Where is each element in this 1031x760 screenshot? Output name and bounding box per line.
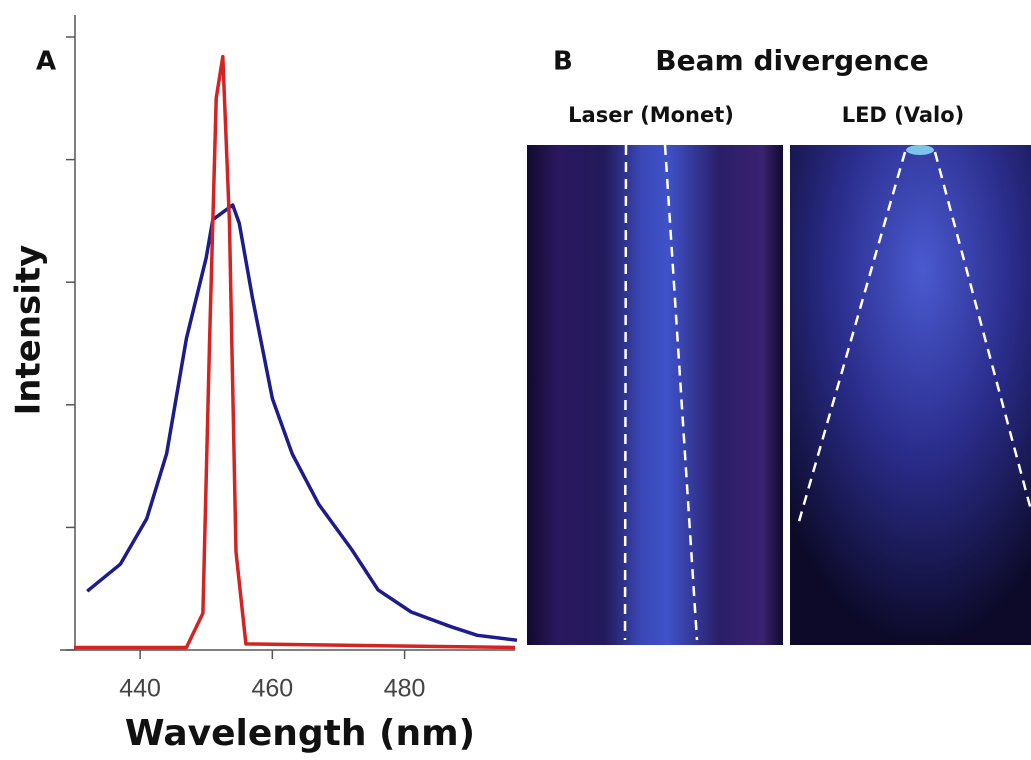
figure: A Intensity Wavelength (nm) 440460480 B … [0, 0, 1031, 760]
x-tick-label: 480 [384, 675, 426, 703]
panel-label: B [553, 47, 573, 77]
line-series [74, 57, 515, 648]
led-photo [790, 145, 1031, 645]
plot: 440 460 480 [66, 37, 517, 703]
image-caption: LED (Valo) [842, 103, 965, 127]
led-source [906, 145, 934, 155]
x-tick-label: 440 [119, 675, 161, 703]
panel-label: A [36, 47, 56, 77]
line-series [87, 205, 517, 640]
laser-photo [527, 145, 783, 645]
x-axis-label: Wavelength (nm) [125, 713, 475, 754]
y-axis-label: Intensity [9, 245, 49, 416]
page: A Intensity Wavelength (nm) 440460480 B … [0, 0, 1031, 760]
x-tick-label: 460 [251, 675, 293, 703]
image-caption: Laser (Monet) [568, 103, 734, 127]
panel-title: Beam divergence [655, 44, 928, 77]
